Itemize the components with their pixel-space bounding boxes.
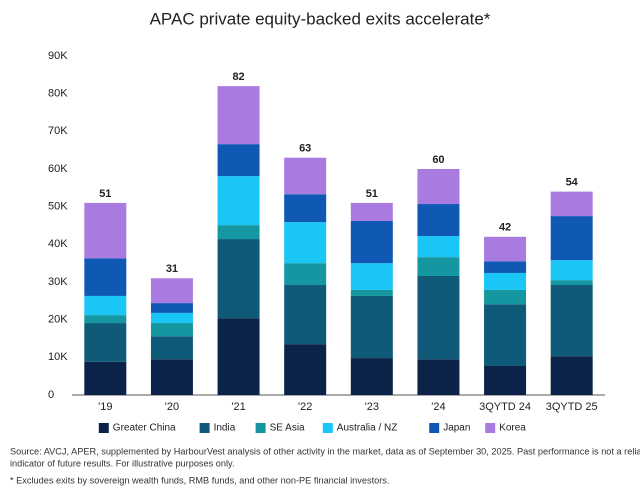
bar-segment xyxy=(550,191,593,217)
x-tick-label: 3QYTD 24 xyxy=(479,401,531,413)
legend-label: Korea xyxy=(499,423,526,434)
bar-segment xyxy=(350,263,393,290)
bar-segment xyxy=(350,358,393,395)
y-tick-label: 50K xyxy=(48,201,68,213)
bar-segment xyxy=(284,157,327,195)
bar-segment xyxy=(84,258,127,296)
bar-segment xyxy=(417,169,460,205)
bar-segment xyxy=(484,304,527,366)
bar-segment xyxy=(217,144,260,177)
footnote: Source: AVCJ, APER, supplemented by Harb… xyxy=(10,446,640,456)
bar-segment xyxy=(484,236,527,262)
legend-swatch xyxy=(322,423,333,433)
bar-segment xyxy=(484,261,527,273)
bar-segment xyxy=(217,176,260,226)
y-tick-label: 80K xyxy=(48,88,68,100)
bar-segment xyxy=(150,303,193,313)
y-tick-label: 60K xyxy=(48,163,68,175)
bar-segment xyxy=(284,263,327,286)
bar-segment xyxy=(150,323,193,337)
total-label: 51 xyxy=(366,188,378,200)
total-label: 60 xyxy=(432,154,444,166)
bar-segment xyxy=(217,86,260,145)
y-tick-label: 90K xyxy=(48,50,68,62)
legend-label: Australia / NZ xyxy=(337,423,398,434)
legend-label: India xyxy=(214,423,236,434)
bar-segment xyxy=(417,204,460,237)
bar-segment xyxy=(150,312,193,324)
bar-segment xyxy=(550,216,593,261)
legend-swatch xyxy=(98,423,109,433)
bar-segment xyxy=(350,295,393,359)
total-label: 63 xyxy=(299,143,311,155)
bar-segment xyxy=(484,365,527,395)
y-tick-label: 40K xyxy=(48,238,68,250)
x-tick-label: '20 xyxy=(165,401,179,413)
bar-segment xyxy=(284,344,327,395)
bar-segment xyxy=(550,285,593,357)
bar-segment xyxy=(417,359,460,395)
bar-segment xyxy=(550,280,593,286)
bar-segment xyxy=(350,289,393,296)
bar-segment xyxy=(484,289,527,305)
bar-segment xyxy=(84,295,127,316)
legend-swatch xyxy=(429,423,440,433)
x-tick-label: '22 xyxy=(298,401,312,413)
x-tick-label: '24 xyxy=(431,401,445,413)
chart-title: APAC private equity-backed exits acceler… xyxy=(150,9,491,28)
bar-segment xyxy=(417,275,460,360)
legend-label: Japan xyxy=(443,423,470,434)
bar-segment xyxy=(84,315,127,324)
bar-segment xyxy=(217,225,260,240)
x-tick-label: 3QYTD 25 xyxy=(546,401,598,413)
y-tick-label: 20K xyxy=(48,314,68,326)
bar-segment xyxy=(284,194,327,223)
legend-swatch xyxy=(255,423,266,433)
bar-segment xyxy=(417,257,460,276)
total-label: 51 xyxy=(99,188,111,200)
legend-swatch xyxy=(199,423,210,433)
total-label: 82 xyxy=(232,71,244,83)
total-label: 31 xyxy=(166,263,178,275)
x-tick-label: '21 xyxy=(231,401,245,413)
total-label: 54 xyxy=(566,177,579,189)
bar-segment xyxy=(150,278,193,304)
footnote: indicator of future results. For illustr… xyxy=(10,458,235,468)
bar-segment xyxy=(84,323,127,362)
bar-segment xyxy=(150,336,193,360)
y-tick-label: 0 xyxy=(48,389,54,401)
legend-swatch xyxy=(485,423,496,433)
bar-segment xyxy=(550,356,593,395)
footnote: * Excludes exits by sovereign wealth fun… xyxy=(10,475,389,485)
bar-segment xyxy=(84,202,127,259)
y-tick-label: 10K xyxy=(48,351,68,363)
legend-label: Greater China xyxy=(113,423,176,434)
total-label: 42 xyxy=(499,222,511,234)
x-tick-label: '23 xyxy=(365,401,379,413)
bar-segment xyxy=(217,239,260,319)
bar-segment xyxy=(550,260,593,281)
bar-segment xyxy=(417,236,460,258)
bar-segment xyxy=(84,361,127,395)
legend-label: SE Asia xyxy=(270,423,305,434)
bar-segment xyxy=(150,359,193,395)
y-tick-label: 70K xyxy=(48,125,68,137)
bar-segment xyxy=(484,272,527,290)
y-tick-label: 30K xyxy=(48,276,68,288)
bar-segment xyxy=(217,318,260,395)
x-tick-label: '19 xyxy=(98,401,112,413)
bar-segment xyxy=(350,202,393,221)
bar-segment xyxy=(350,220,393,264)
bar-segment xyxy=(284,285,327,345)
bar-segment xyxy=(284,222,327,264)
